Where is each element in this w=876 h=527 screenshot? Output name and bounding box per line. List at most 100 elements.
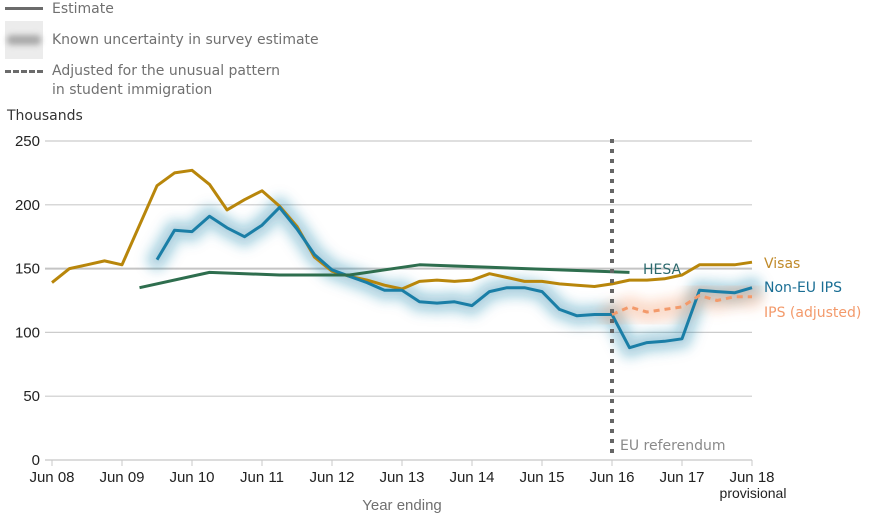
x-tick-label: Jun 17: [659, 469, 704, 486]
series-label-non-eu-ips: Non-EU IPS: [764, 280, 842, 296]
x-axis: Jun 08 Jun 09 Jun 10 Jun 11 Jun 12 Jun 13 Jun …: [29, 459, 787, 501]
data-point: [698, 263, 701, 266]
data-point: [628, 346, 631, 349]
legend-uncertainty-label: Known uncertainty in survey estimate: [52, 32, 319, 48]
data-point: [208, 215, 211, 218]
series-label-visas: Visas: [764, 256, 800, 272]
data-point: [243, 235, 246, 238]
data-point: [383, 289, 386, 292]
data-point: [453, 280, 456, 283]
data-point: [331, 268, 334, 271]
x-tick-sublabel: provisional: [720, 485, 787, 501]
data-point: [173, 229, 176, 232]
data-point: [418, 300, 421, 303]
x-tick-label: Jun 18: [729, 469, 774, 486]
data-point: [226, 208, 229, 211]
x-tick-label: Jun 16: [589, 469, 634, 486]
data-point: [646, 310, 649, 313]
data-point: [628, 271, 631, 274]
series-line-visas: [51, 168, 753, 291]
data-point: [296, 228, 299, 231]
data-point: [628, 279, 631, 282]
y-tick-label-250: 250: [15, 133, 40, 150]
data-point: [628, 305, 631, 308]
data-point: [611, 313, 614, 316]
data-point: [261, 224, 264, 227]
data-point: [663, 340, 666, 343]
x-tick-label: Jun 12: [309, 469, 354, 486]
data-point: [173, 171, 176, 174]
series-lines: [51, 168, 754, 350]
data-point: [506, 286, 509, 289]
data-point: [366, 281, 369, 284]
series-line-non-eu-ips: [155, 205, 753, 350]
data-point: [418, 263, 421, 266]
data-point: [541, 290, 544, 293]
data-point: [663, 308, 666, 311]
x-tick-label: Jun 09: [99, 469, 144, 486]
data-point: [156, 258, 159, 261]
data-point: [226, 226, 229, 229]
data-point: [436, 279, 439, 282]
data-point: [418, 280, 421, 283]
data-point: [523, 280, 526, 283]
data-point: [191, 169, 194, 172]
series-labels: Visas Non-EU IPS HESA IPS (adjusted): [643, 256, 861, 321]
data-point: [348, 273, 351, 276]
y-axis-units-label: Thousands: [7, 108, 83, 124]
solid-line-swatch-icon: [5, 7, 43, 10]
x-tick-label: Jun 13: [379, 469, 424, 486]
data-point: [488, 290, 491, 293]
data-point: [523, 286, 526, 289]
data-point: [261, 189, 264, 192]
data-point: [733, 295, 736, 298]
data-point: [558, 268, 561, 271]
data-point: [576, 284, 579, 287]
data-point: [506, 276, 509, 279]
data-point: [51, 281, 54, 284]
data-point: [208, 271, 211, 274]
data-point: [471, 304, 474, 307]
y-tick-label-100: 100: [15, 324, 40, 341]
data-point: [751, 295, 754, 298]
data-point: [716, 263, 719, 266]
data-point: [698, 294, 701, 297]
data-point: [436, 302, 439, 305]
data-point: [558, 282, 561, 285]
data-point: [208, 183, 211, 186]
data-point: [593, 313, 596, 316]
legend-estimate-label: Estimate: [52, 1, 114, 17]
data-point: [191, 230, 194, 233]
data-point: [156, 184, 159, 187]
data-point: [558, 308, 561, 311]
data-point: [733, 263, 736, 266]
y-tick-label-150: 150: [15, 261, 40, 278]
legend-adjusted-label-line1: Adjusted for the unusual pattern: [52, 63, 280, 79]
data-point: [243, 198, 246, 201]
data-point: [751, 261, 754, 264]
dashed-line-swatch-icon: [5, 70, 43, 73]
data-point: [593, 285, 596, 288]
y-tick-label-200: 200: [15, 197, 40, 214]
data-point: [103, 259, 106, 262]
data-point: [121, 263, 124, 266]
eu-referendum-label: EU referendum: [620, 438, 725, 454]
series-label-ips-adjusted: IPS (adjusted): [764, 305, 861, 321]
y-axis: 0 50 100 150 200 250: [15, 133, 40, 469]
data-point: [401, 289, 404, 292]
data-point: [138, 286, 141, 289]
uncertainty-band-swatch-icon: [5, 21, 43, 59]
data-point: [453, 300, 456, 303]
data-point: [471, 279, 474, 282]
data-point: [488, 266, 491, 269]
series-label-hesa: HESA: [643, 262, 682, 278]
x-tick-label: Jun 14: [449, 469, 494, 486]
annotations: EU referendum: [610, 139, 725, 456]
x-tick-label: Jun 08: [29, 469, 74, 486]
series-line-hesa: [139, 263, 630, 290]
data-point: [488, 272, 491, 275]
data-point: [646, 279, 649, 282]
y-tick-label-0: 0: [32, 452, 40, 469]
data-point: [278, 206, 281, 209]
